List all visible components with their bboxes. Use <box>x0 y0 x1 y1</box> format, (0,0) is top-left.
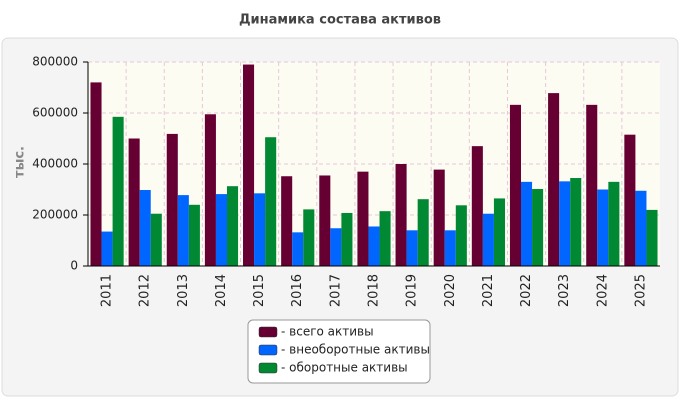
legend-swatch <box>258 326 278 338</box>
x-tick-label: 2017 <box>328 274 343 307</box>
x-tick-label: 2021 <box>481 274 496 307</box>
bar <box>532 188 544 266</box>
x-tick-label: 2024 <box>595 274 610 307</box>
bar <box>493 198 505 266</box>
bar <box>330 228 342 266</box>
legend-label: - всего активы <box>281 325 374 339</box>
x-tick-label: 2023 <box>557 274 572 307</box>
bar <box>635 190 647 266</box>
x-tick-label: 2011 <box>100 274 115 307</box>
y-tick-label: 0 <box>70 259 78 273</box>
bar <box>548 93 560 266</box>
bar <box>101 231 113 266</box>
bar <box>281 176 293 266</box>
x-tick-label: 2014 <box>214 274 229 307</box>
x-tick-label: 2013 <box>176 274 191 307</box>
bar <box>368 226 380 266</box>
bar <box>128 138 140 266</box>
bar <box>303 209 315 266</box>
bar <box>509 104 522 266</box>
x-tick-label: 2020 <box>443 274 458 307</box>
bar <box>417 199 429 266</box>
bar <box>570 178 582 266</box>
bar <box>597 189 609 266</box>
bar <box>482 213 494 266</box>
bar <box>215 194 227 266</box>
x-tick-label: 2015 <box>252 274 267 307</box>
bar <box>112 116 124 266</box>
bar <box>624 134 636 266</box>
x-tick-label: 2016 <box>290 274 305 307</box>
bar <box>292 232 304 266</box>
chart-title: Динамика состава активов <box>239 13 441 28</box>
legend-swatch <box>258 344 278 356</box>
y-tick-label: 400000 <box>32 157 78 171</box>
y-tick-label: 800000 <box>32 55 78 69</box>
bar <box>559 181 571 266</box>
bar <box>395 164 407 266</box>
bar <box>150 213 162 266</box>
x-tick-label: 2025 <box>633 274 648 307</box>
bar <box>357 171 369 266</box>
bar <box>243 64 255 266</box>
bar <box>166 133 178 266</box>
bar <box>608 181 620 266</box>
legend-label: - оборотные активы <box>281 361 408 375</box>
bar <box>204 114 216 267</box>
legend-swatch <box>258 362 278 374</box>
bar <box>177 195 189 266</box>
x-tick-label: 2012 <box>138 274 153 307</box>
bar <box>444 230 456 266</box>
legend <box>247 319 431 384</box>
bar <box>455 205 467 266</box>
bar <box>319 175 331 266</box>
legend-label: - внеоборотные активы <box>281 343 430 357</box>
bar <box>188 204 200 266</box>
x-tick-label: 2022 <box>519 274 534 307</box>
bar <box>90 82 102 267</box>
bar <box>406 230 418 266</box>
bar <box>586 104 598 266</box>
bar <box>341 212 353 266</box>
bar <box>254 193 266 266</box>
bar <box>521 181 533 266</box>
x-tick-label: 2018 <box>367 274 382 307</box>
bar <box>265 137 277 266</box>
bar <box>471 146 483 266</box>
bar <box>646 209 658 266</box>
y-tick-label: 200000 <box>32 208 78 222</box>
bar <box>226 186 239 266</box>
bar <box>139 190 151 266</box>
x-tick-label: 2019 <box>405 274 420 307</box>
bar <box>379 211 391 266</box>
y-tick-label: 600000 <box>32 106 78 120</box>
bar <box>433 169 445 266</box>
y-axis-label: тыс. <box>13 146 28 178</box>
